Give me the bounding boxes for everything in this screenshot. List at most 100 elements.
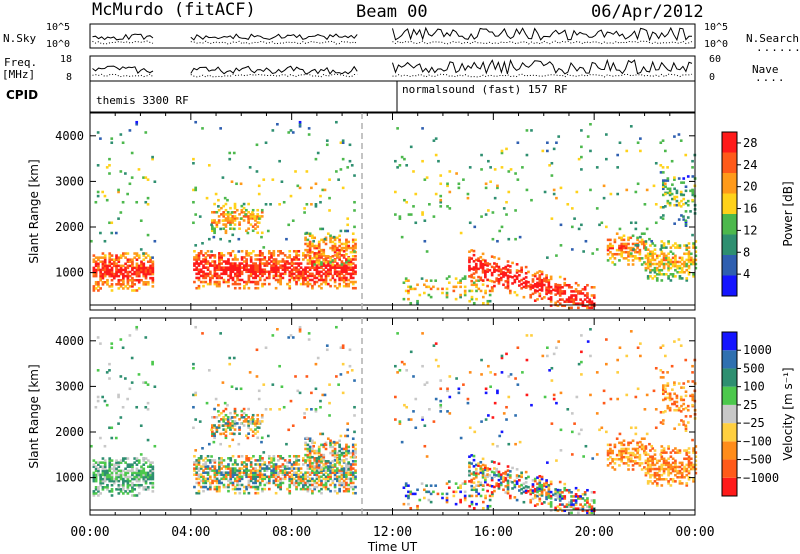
range-time-cell: [220, 463, 223, 466]
range-time-cell: [341, 362, 345, 366]
range-time-cell: [103, 270, 107, 274]
range-time-cell: [254, 276, 258, 280]
range-time-cell: [105, 371, 109, 374]
range-time-cell: [325, 344, 329, 347]
range-time-cell: [222, 211, 226, 214]
range-time-cell: [475, 297, 478, 301]
range-time-cell: [195, 481, 199, 485]
range-time-cell: [279, 280, 282, 284]
range-time-cell: [227, 268, 230, 272]
range-time-cell: [540, 477, 544, 481]
range-time-cell: [276, 122, 279, 126]
range-time-cell: [573, 422, 576, 425]
range-time-cell: [345, 445, 348, 449]
range-time-cell: [288, 475, 292, 479]
range-time-cell: [542, 296, 546, 299]
range-time-cell: [563, 505, 567, 508]
range-time-cell: [538, 493, 542, 497]
range-time-cell: [224, 225, 228, 228]
range-time-cell: [258, 469, 262, 472]
range-time-cell: [592, 501, 596, 504]
range-time-cell: [279, 485, 282, 489]
range-time-cell: [215, 481, 219, 485]
range-time-cell: [671, 457, 675, 461]
range-time-cell: [311, 462, 314, 465]
range-time-cell: [547, 291, 551, 294]
range-time-cell: [558, 283, 562, 287]
range-time-cell: [308, 463, 312, 466]
range-time-cell: [692, 273, 695, 276]
range-time-cell: [653, 266, 657, 270]
range-time-cell: [634, 221, 638, 225]
range-time-cell: [351, 232, 355, 235]
range-time-cell: [320, 457, 323, 461]
range-time-cell: [468, 266, 471, 270]
range-time-cell: [119, 461, 123, 464]
range-time-cell: [124, 377, 127, 380]
range-time-cell: [692, 465, 695, 469]
range-time-cell: [126, 258, 130, 261]
range-time-cell: [238, 282, 242, 286]
range-time-cell: [295, 487, 298, 491]
range-time-cell: [317, 284, 321, 288]
range-time-cell: [394, 213, 397, 216]
range-time-cell: [645, 432, 649, 436]
range-time-cell: [558, 288, 562, 291]
range-time-cell: [659, 164, 663, 167]
range-time-cell: [215, 272, 219, 276]
range-time-cell: [106, 469, 109, 473]
range-time-cell: [477, 279, 481, 282]
range-time-cell: [425, 176, 429, 179]
range-time-cell: [101, 262, 105, 266]
range-time-cell: [466, 397, 470, 401]
range-time-cell: [254, 286, 258, 290]
range-time-cell: [108, 457, 112, 460]
range-time-cell: [692, 480, 695, 483]
range-time-cell: [674, 242, 677, 245]
range-time-cell: [662, 471, 666, 475]
range-time-cell: [404, 482, 408, 485]
range-time-cell: [649, 254, 652, 258]
range-time-cell: [249, 280, 253, 284]
range-time-cell: [135, 266, 139, 270]
range-time-cell: [490, 279, 494, 283]
range-time-cell: [110, 272, 114, 276]
range-time-cell: [233, 264, 237, 267]
range-time-cell: [618, 252, 621, 256]
range-time-cell: [202, 471, 205, 474]
range-time-cell: [231, 454, 235, 458]
range-time-cell: [540, 289, 544, 292]
range-time-cell: [685, 467, 689, 471]
range-time-cell: [130, 356, 134, 360]
range-time-cell: [247, 432, 250, 435]
range-time-cell: [270, 254, 273, 257]
range-time-cell: [256, 258, 260, 261]
range-time-cell: [654, 408, 658, 411]
range-time-cell: [488, 269, 492, 272]
range-time-cell: [311, 471, 314, 474]
range-time-cell: [470, 454, 474, 457]
range-time-cell: [153, 239, 157, 243]
range-time-cell: [666, 382, 670, 385]
range-time-cell: [257, 422, 261, 425]
range-time-cell: [97, 264, 100, 268]
range-time-cell: [686, 175, 690, 178]
range-time-cell: [556, 494, 560, 498]
range-time-cell: [558, 302, 562, 305]
range-time-cell: [606, 238, 610, 242]
range-time-cell: [292, 481, 296, 485]
range-time-cell: [133, 483, 137, 487]
range-time-cell: [233, 477, 237, 481]
range-time-cell: [691, 396, 695, 400]
range-time-cell: [644, 473, 648, 477]
range-time-cell: [233, 202, 237, 206]
range-time-cell: [144, 252, 148, 255]
range-time-cell: [249, 270, 253, 274]
range-time-cell: [140, 471, 143, 475]
range-time-cell: [665, 451, 668, 454]
range-time-cell: [633, 248, 637, 252]
range-time-cell: [128, 260, 132, 264]
range-time-cell: [674, 447, 677, 450]
range-time-cell: [108, 254, 112, 257]
range-time-cell: [567, 503, 571, 506]
